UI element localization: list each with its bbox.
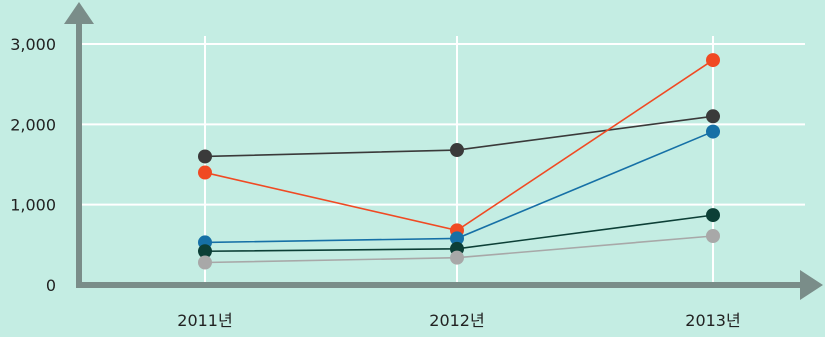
y-tick-label: 0 (46, 276, 56, 295)
y-tick-label: 1,000 (10, 196, 56, 215)
series-3 (198, 124, 720, 250)
y-tick-label: 2,000 (10, 115, 56, 134)
data-point (706, 109, 720, 124)
x-tick-label: 2012년 (429, 311, 484, 330)
data-point (198, 165, 212, 180)
series-5 (198, 228, 720, 270)
series-2 (198, 53, 720, 238)
data-point (450, 143, 464, 158)
y-axis-arrow-icon (64, 2, 94, 24)
data-point (706, 208, 720, 223)
x-tick-label: 2013년 (685, 311, 740, 330)
data-point (198, 149, 212, 164)
data-point (706, 124, 720, 139)
x-axis-arrow-icon (800, 270, 823, 300)
data-point (450, 231, 464, 246)
series-4 (198, 208, 720, 259)
data-point (450, 250, 464, 265)
y-tick-labels: 0 1,000 2,000 3,000 (10, 35, 56, 295)
data-point (198, 255, 212, 270)
data-point (706, 53, 720, 68)
data-point (198, 244, 212, 259)
y-tick-label: 3,000 (10, 35, 56, 54)
series-group (198, 53, 720, 270)
grid (79, 36, 805, 285)
data-point (706, 228, 720, 243)
x-tick-label: 2011년 (177, 311, 232, 330)
axes (64, 2, 823, 300)
series-1 (198, 109, 720, 164)
x-tick-labels: 2011년 2012년 2013년 (177, 311, 740, 330)
